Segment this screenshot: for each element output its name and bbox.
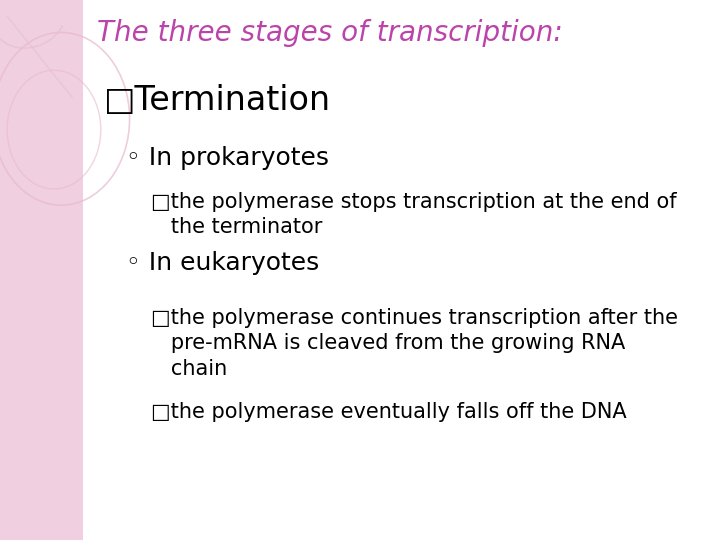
Text: The three stages of transcription:: The three stages of transcription:: [97, 19, 563, 47]
Text: ◦ In prokaryotes: ◦ In prokaryotes: [126, 146, 329, 170]
Text: □the polymerase continues transcription after the
   pre-mRNA is cleaved from th: □the polymerase continues transcription …: [151, 308, 678, 379]
FancyBboxPatch shape: [0, 0, 83, 540]
Text: □Termination: □Termination: [104, 84, 331, 117]
Text: □the polymerase stops transcription at the end of
   the terminator: □the polymerase stops transcription at t…: [151, 192, 677, 237]
Text: □the polymerase eventually falls off the DNA: □the polymerase eventually falls off the…: [151, 402, 627, 422]
Text: ◦ In eukaryotes: ◦ In eukaryotes: [126, 251, 319, 275]
